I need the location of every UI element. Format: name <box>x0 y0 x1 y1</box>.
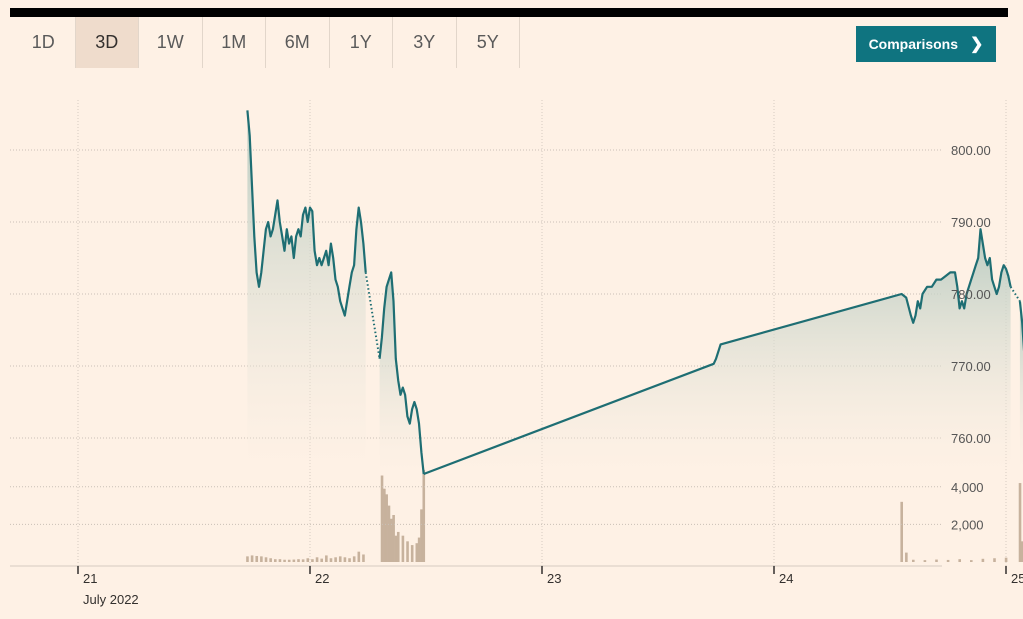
volume-bar <box>900 501 903 562</box>
volume-bar <box>269 558 272 562</box>
volume-bar <box>981 558 985 562</box>
volume-bar <box>394 535 398 562</box>
volume-bar <box>422 469 426 562</box>
volume-bar <box>380 475 384 562</box>
price-area-segment-2 <box>423 229 1011 474</box>
price-tick-label: 770.00 <box>951 359 991 374</box>
volume-bar <box>301 559 305 562</box>
price-tick-label: 760.00 <box>951 431 991 446</box>
date-tick-label: 22 <box>315 571 329 586</box>
volume-bar <box>385 494 388 562</box>
volume-bar <box>255 555 259 562</box>
date-axis: 21 22 23 24 25 July 2022 <box>77 566 1023 607</box>
price-area-segment-3 <box>1019 301 1023 470</box>
volume-bar <box>352 556 356 562</box>
comparisons-button[interactable]: Comparisons ❯ <box>856 26 996 62</box>
volume-bar <box>410 545 414 562</box>
volume-bar <box>278 559 282 562</box>
price-tick-label: 790.00 <box>951 215 991 230</box>
volume-bar <box>396 531 400 562</box>
tab-3y[interactable]: 3Y <box>393 17 457 68</box>
volume-bar <box>325 555 328 562</box>
volume-bar <box>320 558 323 562</box>
volume-bar <box>362 554 365 562</box>
price-line-segment-1 <box>378 271 425 475</box>
price-area-segment-0 <box>247 110 366 471</box>
volume-bar <box>923 560 927 562</box>
top-rule <box>10 8 1008 17</box>
tab-1w[interactable]: 1W <box>139 17 203 68</box>
volume-bar <box>392 515 395 562</box>
volume-bars <box>246 469 1023 562</box>
volume-bar <box>264 557 268 562</box>
volume-bar <box>958 559 961 562</box>
volume-bar <box>946 559 950 562</box>
price-axis: 800.00 790.00 780.00 770.00 760.00 <box>951 143 991 446</box>
price-area <box>247 110 1023 474</box>
volume-tick-label: 4,000 <box>951 480 984 495</box>
volume-axis: 4,000 2,000 <box>10 480 984 532</box>
volume-bar <box>292 559 296 562</box>
volume-bar <box>401 535 405 562</box>
volume-bar <box>993 558 996 562</box>
volume-bar <box>970 560 973 562</box>
volume-bar <box>387 505 391 562</box>
volume-bar <box>250 555 254 562</box>
tab-1m[interactable]: 1M <box>203 17 266 68</box>
volume-bar <box>287 559 291 562</box>
price-line-segment-2 <box>423 228 1012 476</box>
volume-bar <box>329 558 333 562</box>
volume-bar <box>912 559 915 562</box>
volume-bar <box>1021 541 1023 562</box>
date-tick-label: 25 <box>1011 571 1023 586</box>
volume-bar <box>343 557 347 562</box>
volume-bar <box>905 552 908 562</box>
volume-bar <box>406 541 409 562</box>
tab-5y[interactable]: 5Y <box>457 17 520 68</box>
chart-grid <box>10 100 1007 567</box>
tab-1y[interactable]: 1Y <box>330 17 393 68</box>
volume-bar <box>246 556 249 562</box>
date-tick-label: 23 <box>547 571 561 586</box>
volume-bar <box>338 556 342 562</box>
volume-bar <box>348 558 351 562</box>
volume-bar <box>274 559 277 562</box>
price-line-segment-0 <box>246 110 367 317</box>
volume-bar <box>1018 483 1022 562</box>
price-area-segment-1 <box>379 272 424 474</box>
tab-6m[interactable]: 6M <box>266 17 330 68</box>
volume-bar <box>297 559 300 562</box>
volume-bar <box>334 557 337 562</box>
volume-bar <box>935 559 938 562</box>
volume-bar <box>1004 557 1008 562</box>
date-tick-label: 24 <box>779 571 793 586</box>
tab-1d[interactable]: 1D <box>12 17 76 68</box>
volume-bar <box>415 543 419 562</box>
price-tick-label: 780.00 <box>951 287 991 302</box>
date-tick-label: 21 <box>83 571 97 586</box>
comparisons-label: Comparisons <box>868 36 959 52</box>
volume-bar <box>283 559 286 562</box>
volume-bar <box>306 558 310 562</box>
volume-bar <box>420 509 423 562</box>
range-tabs: 1D 3D 1W 1M 6M 1Y 3Y 5Y <box>12 17 520 68</box>
volume-bar <box>390 518 393 562</box>
volume-tick-label: 2,000 <box>951 517 984 532</box>
volume-bar <box>260 556 263 562</box>
volume-bar <box>383 488 386 562</box>
price-lines <box>246 110 1023 476</box>
price-gap-dotted-0 <box>364 272 381 359</box>
volume-bar <box>311 559 314 562</box>
volume-bar <box>315 557 319 562</box>
price-gap-dotted-1 <box>1009 286 1021 302</box>
volume-bar <box>357 551 361 562</box>
chevron-right-icon: ❯ <box>970 36 984 53</box>
price-tick-label: 800.00 <box>951 143 991 158</box>
volume-bar <box>417 537 421 562</box>
date-axis-sublabel: July 2022 <box>83 592 139 607</box>
tab-3d[interactable]: 3D <box>75 17 139 68</box>
